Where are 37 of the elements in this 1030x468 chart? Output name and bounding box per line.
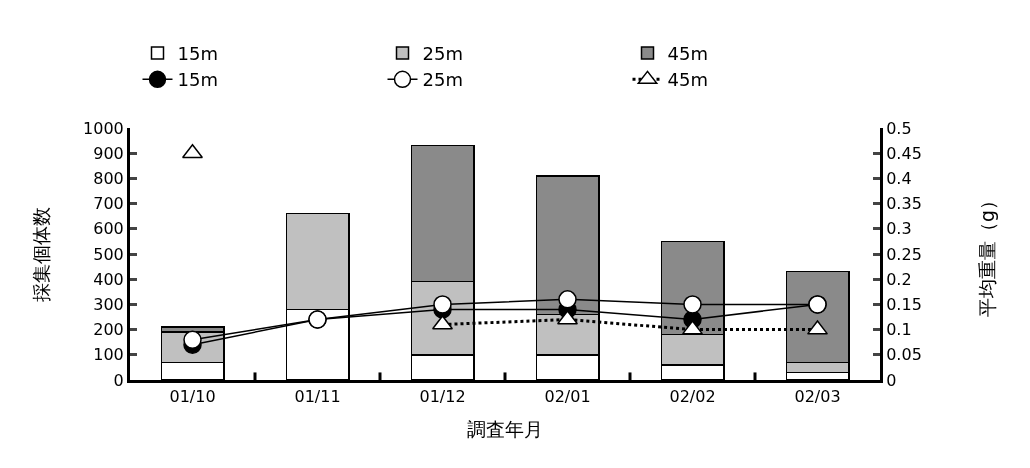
- y-tick-label: 900: [93, 143, 124, 163]
- x-tick-label: 01/12: [419, 387, 466, 407]
- y2-tick-label: 0: [886, 370, 897, 390]
- legend-label: 45m: [667, 69, 708, 91]
- y2-tick-label: 0.05: [886, 345, 922, 365]
- y2-tick-label: 0.2: [886, 269, 912, 289]
- y-tick-label: 700: [93, 194, 124, 214]
- y2-tick-label: 0.1: [886, 320, 912, 340]
- x-tick-label: 02/02: [669, 387, 716, 407]
- y2-tick-label: 0.15: [886, 295, 922, 314]
- y2-tick-label: 0.5: [886, 118, 912, 138]
- legend-label: 15m: [177, 69, 218, 91]
- y-tick-label: 600: [93, 219, 124, 239]
- y2-tick-label: 0.4: [886, 169, 912, 188]
- y-tick-label: 300: [93, 295, 124, 314]
- y-tick-label: 1000: [83, 118, 124, 138]
- legend-label: 25m: [422, 69, 463, 91]
- x-tick-label: 01/10: [169, 387, 216, 407]
- y-tick-label: 0: [113, 370, 124, 390]
- legend-label: 25m: [422, 42, 463, 64]
- y2-tick-label: 0.35: [886, 194, 922, 214]
- y-axis-title: 採集個体数: [29, 206, 52, 302]
- x-tick-label: 01/11: [294, 387, 341, 407]
- y-tick-label: 500: [93, 244, 124, 264]
- x-tick-label: 02/03: [794, 387, 841, 407]
- y-tick-label: 200: [93, 320, 124, 340]
- legend-label: 15m: [177, 42, 218, 64]
- y-tick-label: 100: [93, 345, 124, 365]
- y2-axis-title: 平均重量（g）: [975, 190, 998, 318]
- y2-tick-label: 0.45: [886, 143, 922, 163]
- y2-tick-label: 0.25: [886, 244, 922, 264]
- y-tick-label: 400: [93, 269, 124, 289]
- x-tick-label: 02/01: [544, 387, 591, 407]
- y2-tick-label: 0.3: [886, 219, 912, 239]
- x-axis-title: 調査年月: [467, 418, 543, 440]
- y-tick-label: 800: [93, 169, 124, 188]
- legend-label: 45m: [667, 42, 708, 64]
